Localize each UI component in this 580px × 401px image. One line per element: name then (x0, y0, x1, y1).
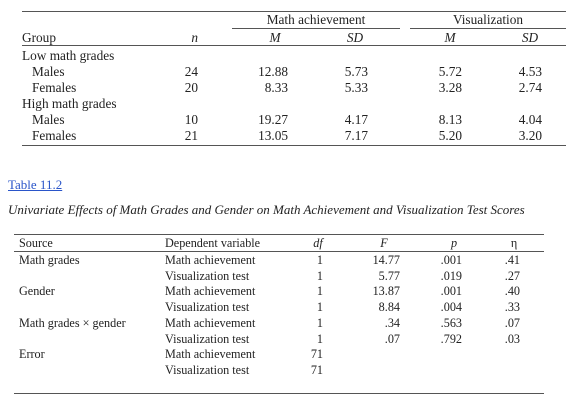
cell-vis-mean: 8.13 (438, 112, 462, 127)
table1-header-rule (22, 45, 566, 46)
cell-vis-mean: 5.72 (438, 64, 462, 79)
cell-eta: .41 (504, 253, 520, 267)
cell-source: Math grades × gender (19, 315, 126, 330)
cell-vis-mean: 3.28 (438, 80, 462, 95)
col-header-dependent-variable: Dependent variable (165, 236, 261, 250)
table-11-2-link[interactable]: Table 11.2 (8, 177, 63, 192)
cell-f: .07 (384, 331, 400, 346)
cell-df: 71 (310, 347, 323, 362)
col-header-p: p (450, 236, 458, 250)
col-header-n: n (191, 30, 198, 45)
cell-dependent-variable: Math achievement (165, 253, 256, 267)
cell-math-mean: 13.05 (258, 128, 288, 143)
cell-math-mean: 19.27 (258, 112, 288, 127)
cell-dependent-variable: Visualization test (165, 300, 250, 315)
cell-df: 1 (316, 315, 323, 330)
cell-dependent-variable: Visualization test (165, 331, 250, 346)
table1-top-rule (22, 11, 566, 12)
cell-p: .001 (440, 253, 462, 267)
col-header-df: df (313, 236, 323, 250)
cell-math-sd: 5.33 (344, 80, 368, 95)
cell-f: 14.77 (372, 253, 400, 267)
cell-vis-sd: 2.74 (518, 80, 542, 95)
cell-p: .792 (440, 331, 462, 346)
cell-df: 1 (316, 331, 323, 346)
cell-f: 13.87 (372, 284, 400, 299)
cell-vis-mean: 5.20 (438, 128, 462, 143)
cell-math-mean: 12.88 (258, 64, 288, 79)
cell-n: 21 (184, 128, 198, 143)
cell-math-sd: 7.17 (344, 128, 368, 143)
row-label: Females (32, 80, 77, 95)
visualization-subrule (410, 28, 566, 29)
col-header-sd2: SD (521, 30, 539, 45)
cell-p: .001 (440, 284, 462, 299)
group-label: Low math grades (22, 48, 115, 63)
cell-math-sd: 5.73 (344, 64, 368, 79)
cell-source: Gender (19, 284, 55, 299)
col-header-source: Source (19, 236, 53, 250)
cell-vis-sd: 4.53 (518, 64, 542, 79)
cell-vis-sd: 4.04 (518, 112, 542, 127)
cell-dependent-variable: Math achievement (165, 347, 256, 362)
cell-math-sd: 4.17 (344, 112, 368, 127)
cell-dependent-variable: Math achievement (165, 315, 256, 330)
cell-n: 24 (184, 64, 198, 79)
col-header-eta: η (510, 236, 518, 250)
cell-df: 1 (316, 300, 323, 315)
cell-n: 10 (184, 112, 198, 127)
cell-f: 8.84 (378, 300, 400, 315)
cell-vis-sd: 3.20 (518, 128, 542, 143)
cell-eta: .07 (504, 315, 520, 330)
cell-f: 5.77 (378, 268, 400, 283)
cell-source: Error (19, 347, 45, 362)
cell-p: .019 (440, 268, 462, 283)
cell-df: 71 (310, 362, 323, 377)
table2-header-rule (14, 251, 544, 252)
cell-df: 1 (316, 268, 323, 283)
cell-eta: .40 (504, 284, 520, 299)
col-header-group: Group (22, 30, 56, 45)
col-header-m1: M (269, 30, 281, 45)
cell-n: 20 (184, 80, 198, 95)
cell-dependent-variable: Math achievement (165, 284, 256, 299)
col-header-m2: M (444, 30, 456, 45)
table2-top-rule (14, 234, 544, 235)
row-label: Females (32, 128, 77, 143)
cell-math-mean: 8.33 (264, 80, 288, 95)
cell-dependent-variable: Visualization test (165, 362, 250, 377)
table-11-2-caption: Univariate Effects of Math Grades and Ge… (8, 202, 525, 217)
cell-f: .34 (384, 315, 400, 330)
cell-source: Math grades (19, 253, 80, 267)
col-header-sd1: SD (346, 30, 364, 45)
group-label: High math grades (22, 96, 117, 111)
col-header-f: F (380, 236, 388, 250)
cell-df: 1 (316, 284, 323, 299)
row-label: Males (32, 64, 65, 79)
cell-eta: .27 (504, 268, 520, 283)
math-achievement-header: Math achievement (266, 12, 366, 27)
cell-dependent-variable: Visualization test (165, 268, 250, 283)
cell-eta: .03 (504, 331, 520, 346)
cell-eta: .33 (504, 300, 520, 315)
math-achievement-subrule (232, 28, 400, 29)
cell-p: .563 (440, 315, 462, 330)
cell-df: 1 (316, 253, 323, 267)
visualization-header: Visualization (452, 12, 524, 27)
row-label: Males (32, 112, 65, 127)
table2-bottom-rule (14, 393, 544, 394)
table1-bottom-rule (22, 145, 566, 146)
cell-p: .004 (440, 300, 462, 315)
